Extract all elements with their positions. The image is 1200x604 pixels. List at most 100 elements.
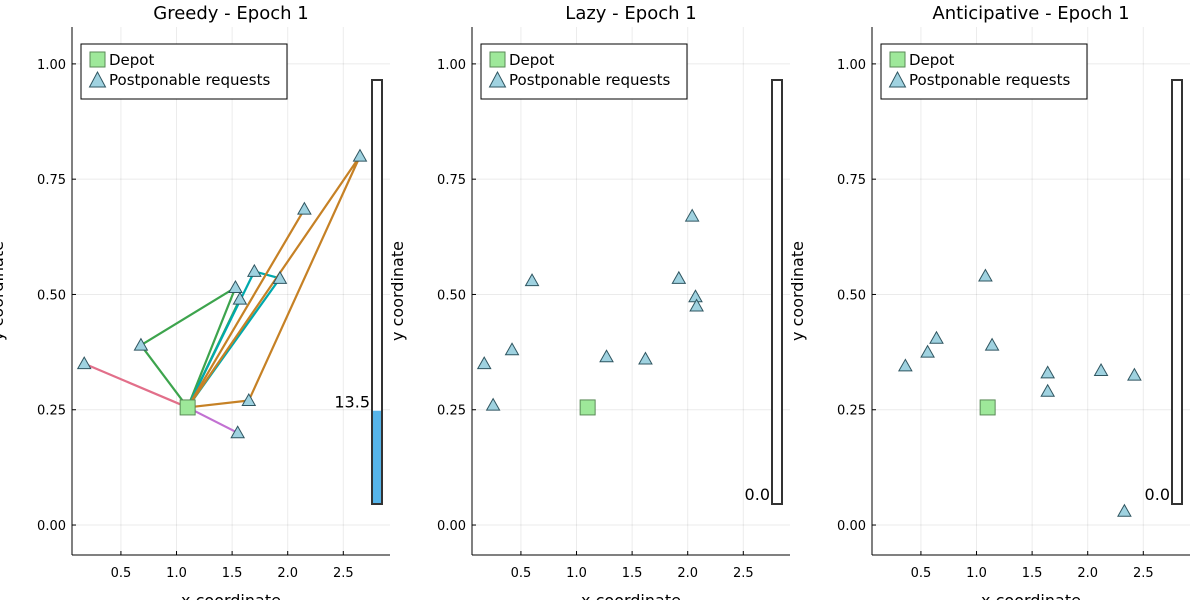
chart-title: Anticipative - Epoch 1	[932, 3, 1129, 24]
route-line	[186, 270, 282, 409]
y-tick-label: 0.50	[837, 288, 866, 303]
request-marker	[504, 342, 520, 356]
legend-depot-swatch	[889, 51, 906, 68]
y-tick-label: 1.00	[37, 58, 66, 73]
x-tick-label: 1.0	[166, 566, 187, 581]
x-tick-label: 2.0	[277, 566, 298, 581]
y-tick-label: 0.25	[437, 404, 466, 419]
x-tick-label: 0.5	[511, 566, 532, 581]
x-axis-label: x coordinate	[181, 591, 281, 600]
legend-request-label: Postponable requests	[909, 71, 1070, 89]
request-marker	[978, 268, 993, 282]
legend-depot-label: Depot	[909, 51, 954, 69]
request-marker	[671, 270, 687, 284]
x-tick-label: 1.5	[622, 566, 643, 581]
request-marker	[1040, 383, 1056, 397]
depot-marker	[579, 399, 596, 416]
request-marker	[1093, 363, 1109, 377]
route-line	[186, 208, 306, 408]
legend-request-label: Postponable requests	[509, 71, 670, 89]
y-axis-label: y coordinate	[388, 241, 407, 341]
legend-depot-swatch	[89, 51, 106, 68]
y-tick-label: 0.75	[437, 173, 466, 188]
request-marker	[920, 344, 935, 358]
legend-depot-label: Depot	[509, 51, 554, 69]
request-marker	[638, 351, 653, 365]
request-marker	[684, 208, 700, 222]
legend-box	[480, 43, 688, 100]
y-tick-label: 0.75	[837, 173, 866, 188]
x-tick-label: 2.0	[677, 566, 698, 581]
request-marker	[241, 393, 257, 407]
request-marker	[689, 298, 704, 312]
y-tick-label: 1.00	[837, 58, 866, 73]
y-tick-label: 0.25	[37, 404, 66, 419]
x-tick-label: 2.5	[733, 566, 754, 581]
y-axis-label: y coordinate	[0, 241, 7, 341]
x-tick-label: 1.0	[566, 566, 587, 581]
request-marker	[524, 273, 540, 287]
chart-title: Lazy - Epoch 1	[565, 3, 696, 24]
request-marker	[272, 270, 288, 284]
x-tick-label: 2.5	[333, 566, 354, 581]
request-marker	[1117, 503, 1132, 517]
y-tick-label: 0.75	[37, 173, 66, 188]
x-axis-label: x coordinate	[581, 591, 681, 600]
request-marker	[76, 356, 92, 370]
value-bar-frame	[771, 79, 783, 505]
y-axis-label: y coordinate	[788, 241, 807, 341]
y-tick-label: 0.50	[37, 288, 66, 303]
value-bar-frame	[1171, 79, 1183, 505]
depot-marker	[179, 399, 196, 416]
x-tick-label: 1.5	[1022, 566, 1043, 581]
plot-panel-2: 0.5 1.0 1.5 2.0 2.5 0.00 0.25 0.50 0.75 1.00 Lazy …	[388, 3, 790, 604]
x-tick-label: 1.5	[222, 566, 243, 581]
route-line	[139, 286, 237, 409]
request-marker	[897, 358, 913, 372]
request-marker	[352, 148, 368, 162]
route-line	[83, 362, 189, 409]
legend-box	[80, 43, 288, 100]
y-tick-label: 1.00	[437, 58, 466, 73]
x-axis-label: x coordinate	[981, 591, 1081, 600]
request-marker	[476, 356, 492, 370]
value-bar-frame	[371, 79, 383, 505]
request-marker	[688, 289, 703, 303]
legend-request-swatch	[88, 70, 107, 88]
request-marker	[1040, 365, 1056, 379]
y-tick-label: 0.00	[37, 519, 66, 534]
legend-request-swatch	[888, 70, 907, 88]
value-bar-label: 0.0	[1145, 485, 1170, 504]
request-marker	[230, 425, 246, 439]
request-marker	[984, 337, 1000, 351]
plot-panel-1: 0.5 1.0 1.5 2.0 2.5 0.00 0.25 0.50 0.75 1.00 Greed…	[0, 3, 390, 604]
legend-box	[880, 43, 1088, 100]
x-tick-label: 1.0	[966, 566, 987, 581]
plot-panel-3: 0.5 1.0 1.5 2.0 2.5 0.00 0.25 0.50 0.75 1.00 Antic…	[788, 3, 1190, 604]
legend-request-swatch	[488, 70, 507, 88]
x-tick-label: 2.5	[1133, 566, 1154, 581]
request-marker	[929, 330, 944, 344]
legend-depot-label: Depot	[109, 51, 154, 69]
y-tick-label: 0.00	[437, 519, 466, 534]
value-bar-fill	[373, 410, 381, 503]
route-line	[187, 406, 239, 434]
y-tick-label: 0.00	[837, 519, 866, 534]
y-tick-label: 0.50	[437, 288, 466, 303]
request-marker	[228, 280, 243, 294]
depot-marker	[979, 399, 996, 416]
legend-depot-swatch	[489, 51, 506, 68]
value-bar-label: 13.5	[334, 393, 370, 412]
x-tick-label: 0.5	[911, 566, 932, 581]
y-tick-label: 0.25	[837, 404, 866, 419]
x-tick-label: 0.5	[111, 566, 132, 581]
x-tick-label: 2.0	[1077, 566, 1098, 581]
request-marker	[599, 349, 614, 363]
request-marker	[1127, 367, 1142, 381]
request-marker	[246, 263, 262, 277]
request-marker	[133, 337, 149, 351]
chart-title: Greedy - Epoch 1	[153, 3, 308, 24]
request-marker	[297, 201, 312, 215]
